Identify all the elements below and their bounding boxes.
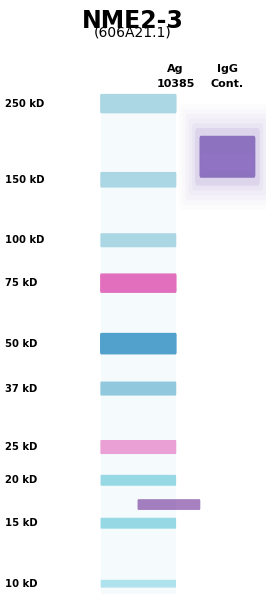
FancyBboxPatch shape (101, 475, 176, 486)
Text: 250 kD: 250 kD (5, 98, 45, 109)
Text: 20 kD: 20 kD (5, 475, 38, 485)
FancyBboxPatch shape (138, 499, 200, 510)
FancyBboxPatch shape (101, 518, 176, 529)
FancyBboxPatch shape (200, 136, 255, 178)
FancyBboxPatch shape (100, 382, 176, 395)
Text: 100 kD: 100 kD (5, 235, 45, 245)
Text: (606A21.1): (606A21.1) (94, 25, 172, 39)
Text: 10385: 10385 (156, 79, 195, 89)
Text: 37 kD: 37 kD (5, 383, 38, 394)
Text: 25 kD: 25 kD (5, 442, 38, 452)
FancyBboxPatch shape (100, 440, 176, 454)
Text: Ag: Ag (167, 64, 184, 74)
FancyBboxPatch shape (100, 94, 177, 113)
Text: NME2-3: NME2-3 (82, 9, 184, 33)
FancyBboxPatch shape (101, 580, 176, 587)
FancyBboxPatch shape (100, 333, 177, 355)
FancyBboxPatch shape (195, 128, 260, 185)
Text: Cont.: Cont. (211, 79, 244, 89)
Text: IgG: IgG (217, 64, 238, 74)
Text: 10 kD: 10 kD (5, 578, 38, 589)
FancyBboxPatch shape (201, 153, 253, 171)
FancyBboxPatch shape (100, 172, 176, 188)
Text: 15 kD: 15 kD (5, 518, 38, 528)
FancyBboxPatch shape (100, 274, 177, 293)
Text: 150 kD: 150 kD (5, 175, 45, 185)
FancyBboxPatch shape (100, 233, 176, 247)
Text: 75 kD: 75 kD (5, 278, 38, 288)
FancyBboxPatch shape (101, 96, 176, 594)
Text: 50 kD: 50 kD (5, 338, 38, 349)
